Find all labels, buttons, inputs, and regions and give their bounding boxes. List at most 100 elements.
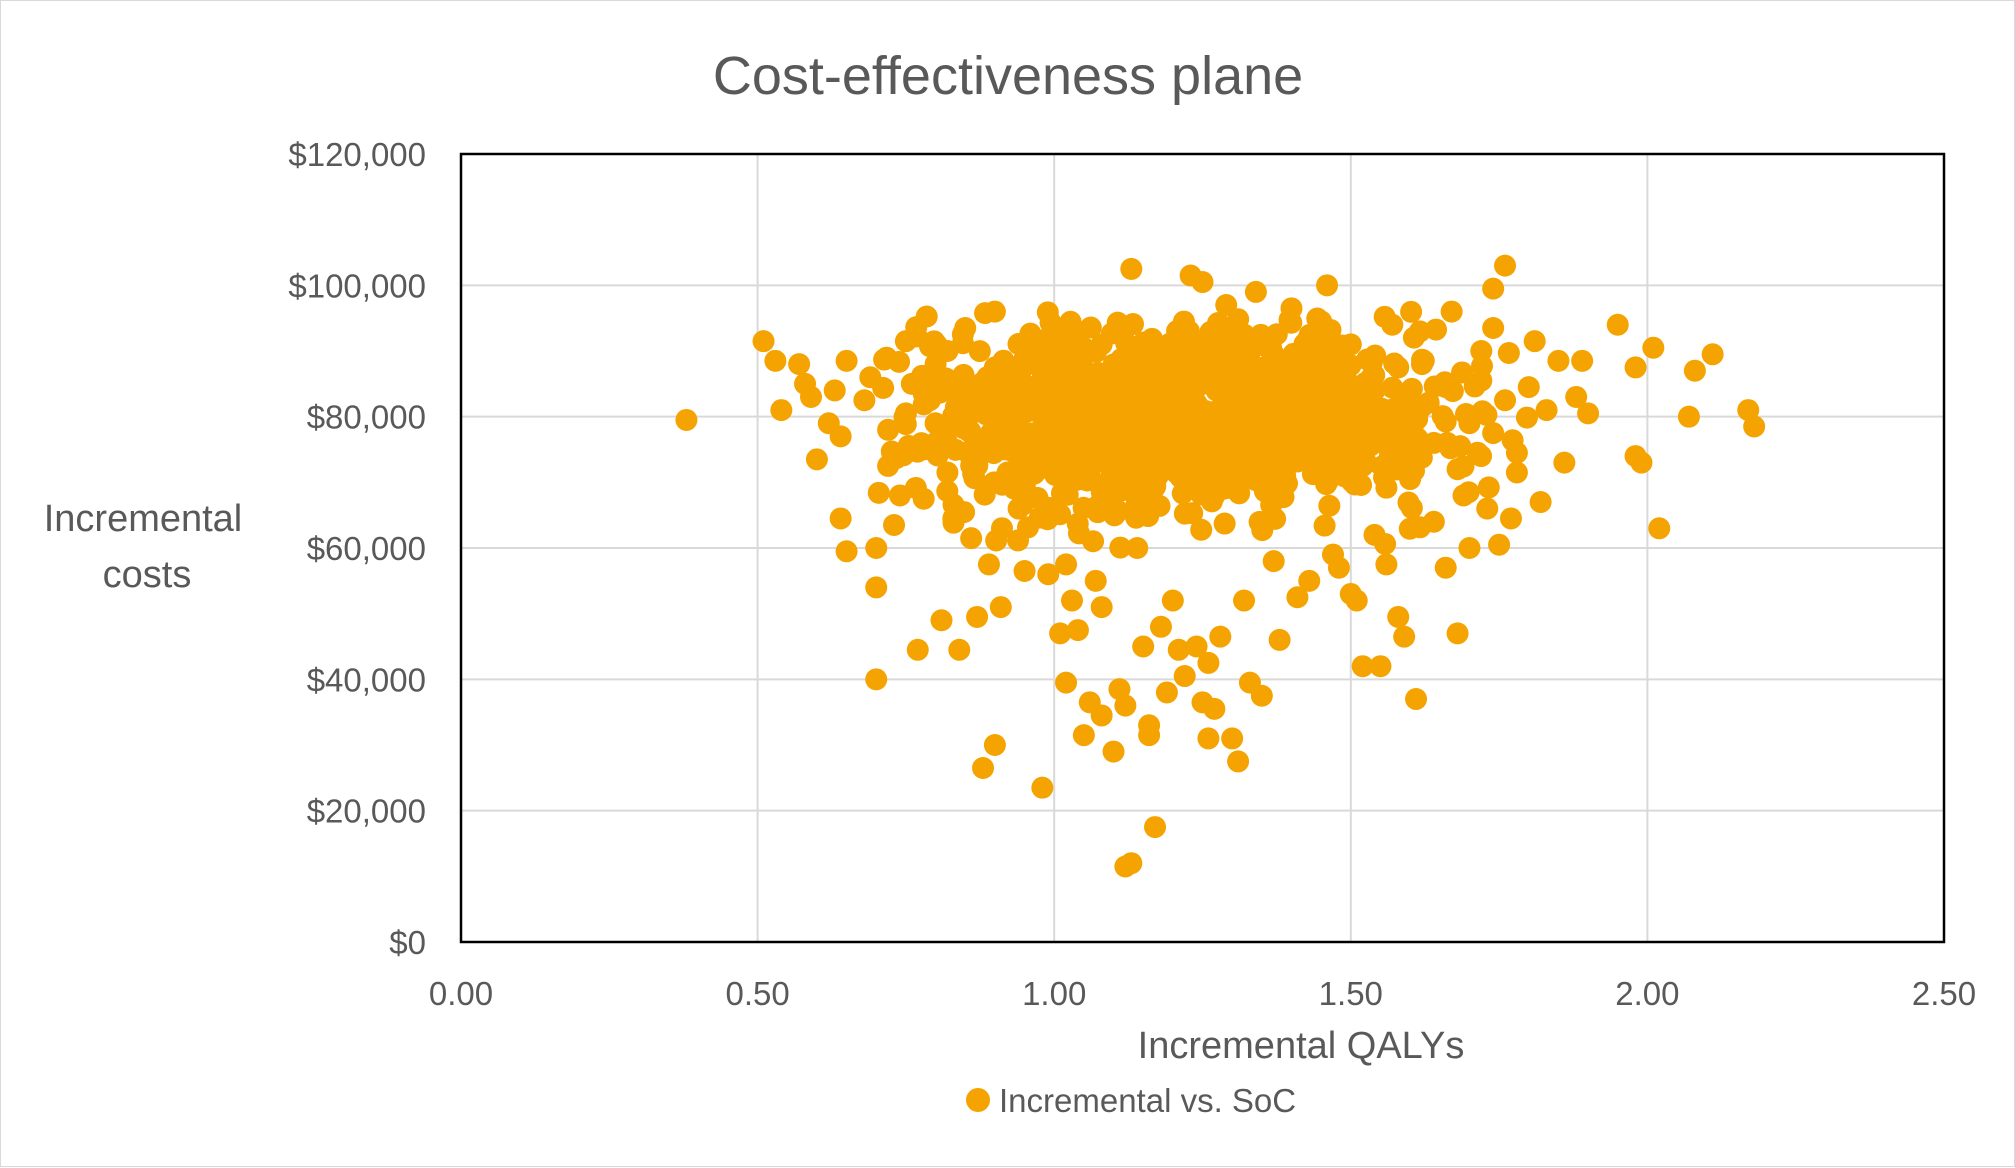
data-point [995, 402, 1018, 425]
data-point-core [1007, 529, 1030, 552]
data-point [972, 441, 995, 464]
data-point [1167, 638, 1190, 661]
data-point-core [1070, 459, 1093, 482]
data-point-core [873, 348, 896, 371]
data-point [960, 395, 983, 418]
data-point-core [1103, 423, 1126, 446]
data-point [1149, 615, 1172, 638]
data-point [977, 553, 1000, 576]
data-point [894, 402, 917, 425]
data-point-core [1282, 433, 1305, 456]
x-tick-label: 2.00 [1615, 975, 1679, 1012]
data-point-core [1449, 435, 1472, 458]
data-point [1120, 852, 1143, 875]
data-point-core [1139, 459, 1162, 482]
data-point [1268, 628, 1291, 651]
data-point-core [1070, 393, 1093, 416]
data-point [1571, 349, 1594, 372]
data-point [1399, 468, 1422, 491]
x-tick-label: 2.50 [1912, 975, 1976, 1012]
data-point-core [1334, 384, 1357, 407]
data-point [1138, 349, 1161, 372]
data-point-core [1375, 476, 1398, 499]
data-point [877, 418, 900, 441]
data-point [1055, 553, 1078, 576]
data-point-core [1339, 354, 1362, 377]
data-point [1494, 389, 1517, 412]
data-point [1233, 589, 1256, 612]
data-point-core [1381, 376, 1404, 399]
data-point [1132, 635, 1155, 658]
data-point [1078, 412, 1101, 435]
x-tick-label: 0.50 [725, 975, 789, 1012]
y-tick-label: $120,000 [288, 136, 426, 173]
data-point [1446, 458, 1469, 481]
x-tick-label: 0.00 [429, 975, 493, 1012]
data-point-core [973, 483, 996, 506]
y-axis-ticks: $0 $20,000 $40,000 $60,000 $80,000 $100,000 $1… [288, 136, 426, 961]
y-axis-label-line-2: costs [103, 554, 192, 596]
data-point [1244, 280, 1267, 303]
data-point [1535, 399, 1558, 422]
data-point [1351, 655, 1374, 678]
data-point [1405, 688, 1428, 711]
data-point [1102, 445, 1125, 468]
data-point [1209, 625, 1232, 648]
data-point [1280, 353, 1303, 376]
data-point [1007, 497, 1030, 520]
data-point [1547, 349, 1570, 372]
data-point [1387, 356, 1410, 379]
data-point-core [1363, 401, 1386, 424]
data-point [1209, 362, 1232, 385]
data-point [1268, 474, 1291, 497]
data-point-core [1400, 300, 1423, 323]
data-point [912, 487, 935, 510]
data-point [1197, 727, 1220, 750]
data-point-core [1050, 351, 1073, 374]
data-point [1185, 635, 1208, 658]
data-point [912, 382, 935, 405]
data-point-core [1337, 401, 1360, 424]
legend-label: Incremental vs. SoC [999, 1082, 1296, 1119]
data-point [829, 507, 852, 530]
data-point [1505, 441, 1528, 464]
data-point [1683, 359, 1706, 382]
data-point [1197, 471, 1220, 494]
data-point [799, 385, 822, 408]
data-point [1642, 336, 1665, 359]
data-point-core [1350, 473, 1373, 496]
data-point [1043, 389, 1066, 412]
data-point [1434, 556, 1457, 579]
data-point-core [1003, 477, 1026, 500]
data-point-core [1192, 337, 1215, 360]
data-point-core [1381, 398, 1404, 421]
data-point [1606, 313, 1629, 336]
data-point [865, 537, 888, 559]
data-point [1482, 317, 1505, 340]
data-point [1233, 323, 1256, 346]
data-point-core [1082, 530, 1105, 553]
legend-marker [966, 1088, 990, 1112]
data-point [1577, 402, 1600, 425]
data-point [930, 609, 953, 632]
data-point-core [1036, 301, 1059, 324]
y-tick-label: $80,000 [307, 399, 426, 436]
data-point [1488, 533, 1511, 556]
data-point-core [952, 417, 975, 440]
data-point [960, 527, 983, 550]
data-point [1375, 425, 1398, 448]
data-point [1090, 333, 1113, 356]
data-point [1327, 418, 1350, 441]
data-point [1363, 523, 1386, 546]
data-point [1351, 454, 1374, 477]
data-point [1452, 484, 1475, 507]
data-point [1434, 376, 1457, 399]
data-point [1648, 517, 1671, 540]
data-point [835, 349, 858, 372]
data-point [1072, 724, 1095, 747]
data-point [829, 425, 852, 448]
data-point-core [1313, 514, 1336, 537]
data-point [1494, 254, 1517, 277]
data-point [1043, 425, 1066, 448]
data-point [675, 408, 698, 431]
